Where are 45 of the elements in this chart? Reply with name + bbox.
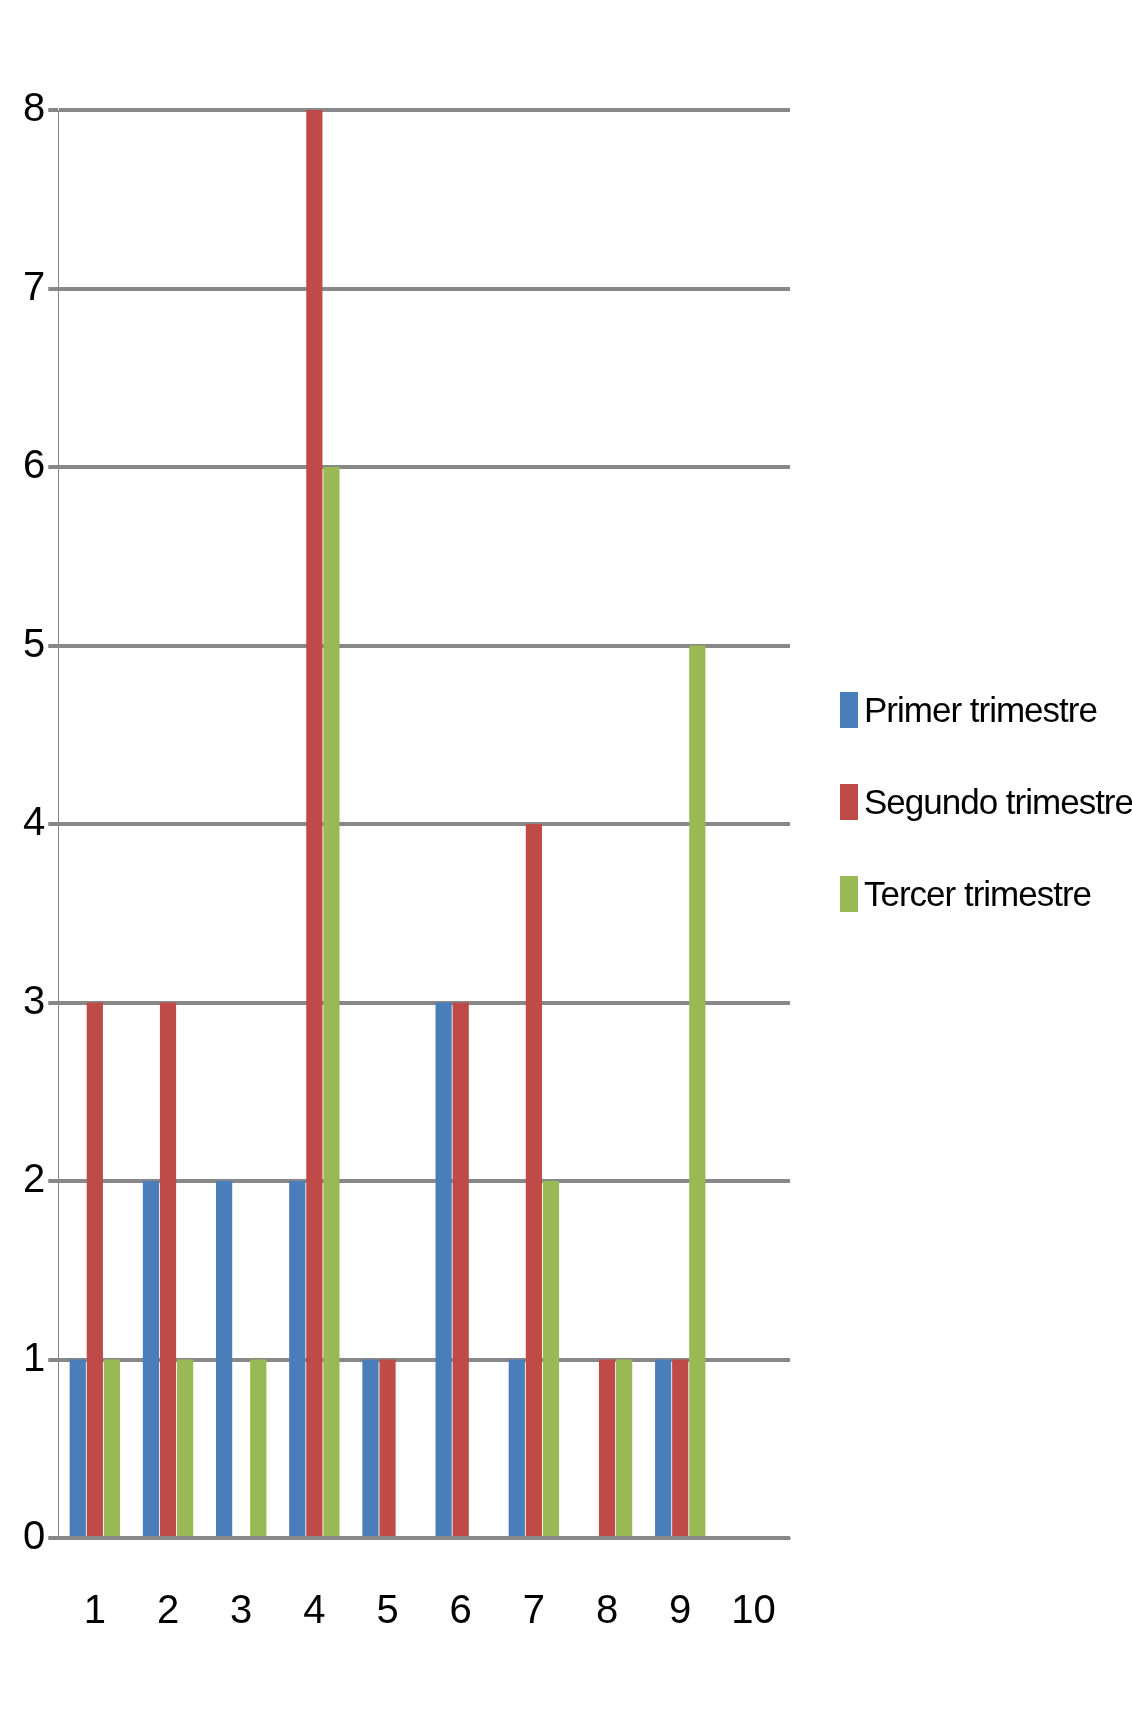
y-tick-label: 3 xyxy=(23,977,46,1022)
legend-label: Segundo trimestre xyxy=(864,782,1132,822)
bar xyxy=(69,1359,86,1536)
bar xyxy=(86,1002,103,1536)
legend-label: Primer trimestre xyxy=(864,690,1097,730)
x-tick-label: 1 xyxy=(83,1587,106,1632)
bar xyxy=(362,1359,379,1536)
y-tick-label: 7 xyxy=(23,263,46,308)
x-tick-label: 4 xyxy=(303,1587,326,1632)
legend-label: Tercer trimestre xyxy=(864,874,1092,914)
bar xyxy=(655,1359,672,1536)
bar xyxy=(508,1359,525,1536)
bar xyxy=(672,1359,689,1536)
bar xyxy=(542,1181,560,1536)
y-tick-label: 1 xyxy=(23,1334,46,1379)
bar xyxy=(159,1002,177,1536)
bar xyxy=(142,1181,160,1536)
bar xyxy=(216,1181,233,1536)
x-tick-label: 8 xyxy=(595,1587,619,1632)
bar xyxy=(176,1359,194,1536)
y-tick-label: 8 xyxy=(23,85,46,130)
bar xyxy=(250,1359,267,1536)
bar xyxy=(103,1359,121,1536)
bar xyxy=(379,1359,396,1536)
bar xyxy=(525,824,542,1536)
bar xyxy=(289,1181,306,1536)
x-tick-label: 9 xyxy=(669,1587,692,1632)
bar xyxy=(616,1359,633,1536)
x-tick-label: 5 xyxy=(376,1587,399,1632)
x-tick-label: 3 xyxy=(230,1587,253,1632)
x-tick-label: 2 xyxy=(156,1587,180,1632)
x-tick-label: 7 xyxy=(522,1587,546,1632)
bar xyxy=(306,110,323,1536)
bar xyxy=(689,645,706,1536)
y-tick-label: 0 xyxy=(23,1513,46,1558)
y-tick-label: 4 xyxy=(23,799,46,844)
bar xyxy=(452,1002,469,1536)
y-tick-label: 2 xyxy=(23,1156,46,1201)
y-tick-label: 5 xyxy=(23,620,46,665)
y-tick-label: 6 xyxy=(23,442,46,487)
bar xyxy=(323,467,340,1536)
x-tick-label: 6 xyxy=(449,1587,472,1632)
x-tick-label: 10 xyxy=(731,1587,776,1632)
bar xyxy=(435,1002,452,1536)
bar xyxy=(598,1359,616,1536)
